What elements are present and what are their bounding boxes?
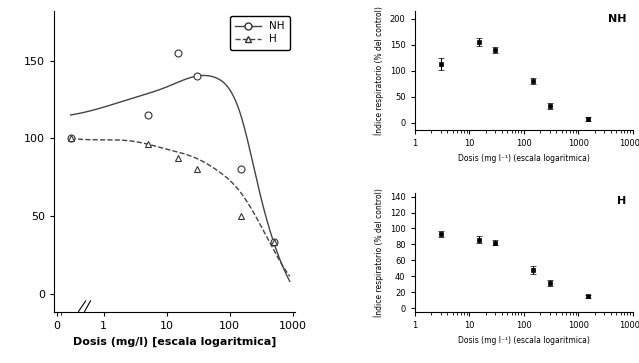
Text: NH: NH (608, 15, 626, 24)
X-axis label: Dosis (mg l⁻¹) (escala logaritmica): Dosis (mg l⁻¹) (escala logaritmica) (458, 336, 590, 345)
Legend: NH, H: NH, H (230, 16, 290, 50)
X-axis label: Dosis (mg l⁻¹) (escala logaritmica): Dosis (mg l⁻¹) (escala logaritmica) (458, 154, 590, 163)
Text: H: H (617, 196, 626, 206)
Y-axis label: Índice respiratorio (% del control): Índice respiratorio (% del control) (374, 6, 384, 135)
Y-axis label: Índice respiratorio (% del control): Índice respiratorio (% del control) (374, 188, 384, 317)
X-axis label: Dosis (mg/l) [escala logaritmica]: Dosis (mg/l) [escala logaritmica] (73, 337, 277, 347)
